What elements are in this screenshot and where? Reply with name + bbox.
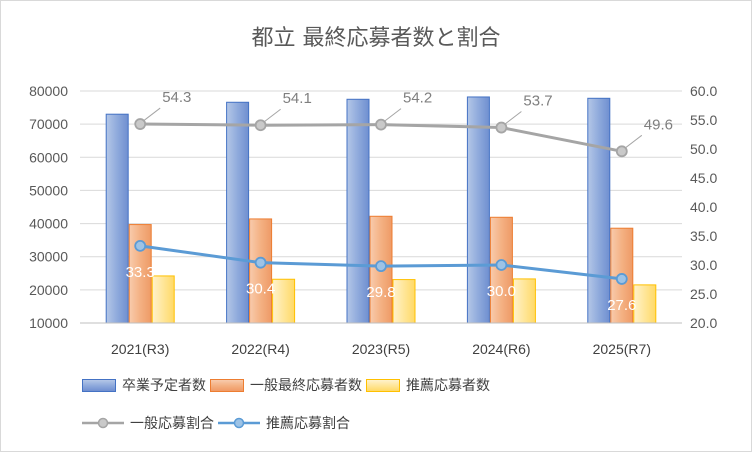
legend-row-2: 一般応募割合 推薦応募割合 [82, 410, 682, 436]
y-right-tick-label: 60.0 [690, 83, 717, 99]
legend-swatch-graduates [82, 378, 116, 392]
general-ratio-data-label: 54.1 [283, 90, 312, 107]
general-ratio-point [615, 145, 628, 158]
y-left-tick-label: 70000 [29, 116, 68, 132]
legend-item-recommend-applicants: 推薦応募者数 [366, 375, 490, 395]
bar-recommend-applicants [512, 278, 536, 324]
legend-label-graduates: 卒業予定者数 [122, 378, 206, 394]
bar-graduates [105, 113, 129, 324]
legend-swatch-general-ratio [82, 417, 124, 429]
recommend-ratio-point [134, 239, 147, 252]
recommend-ratio-point [615, 273, 628, 285]
y-left-tick-label: 80000 [29, 83, 68, 99]
lines-layer [134, 118, 628, 285]
legend-item-general-applicants: 一般最終応募者数 [210, 375, 362, 395]
general-ratio-data-label: 53.7 [523, 93, 552, 110]
general-ratio-leader [142, 107, 161, 122]
y-left-tick-label: 30000 [29, 249, 68, 265]
bar-general-applicants [249, 218, 273, 324]
x-tick-label: 2024(R6) [472, 341, 530, 357]
y-right-tick-label: 35.0 [690, 228, 717, 244]
recommend-ratio-data-label: 27.6 [607, 297, 636, 314]
labels-layer: 54.3 54.1 54.2 53.7 49.6 33.3 30.4 29.8 30.0 27.6 [126, 89, 673, 314]
chart-title: 都立 最終応募者数と割合 [251, 26, 501, 51]
general-ratio-point [495, 121, 508, 134]
legend-row-1: 卒業予定者数 一般最終応募者数 推薦応募者数 [82, 372, 682, 398]
bar-recommend-applicants [272, 278, 296, 324]
y-right-tick-label: 30.0 [690, 257, 717, 273]
general-ratio-data-label: 54.3 [162, 89, 191, 106]
legend-label-recommend-applicants: 推薦応募者数 [406, 378, 490, 394]
recommend-ratio-data-label: 29.8 [366, 284, 395, 301]
bar-recommend-applicants [392, 279, 416, 324]
bar-graduates [587, 97, 611, 324]
y-right-tick-label: 50.0 [690, 141, 717, 157]
y-right-tick-label: 20.0 [690, 315, 717, 331]
x-tick-label: 2022(R4) [231, 341, 289, 357]
general-ratio-leader [624, 134, 643, 149]
general-ratio-leader [263, 108, 281, 123]
y-right-tick-label: 45.0 [690, 170, 717, 186]
y-left-tick-label: 50000 [29, 182, 68, 198]
recommend-ratio-point [254, 256, 267, 269]
legend-item-recommend-ratio: 推薦応募割合 [218, 413, 350, 433]
legend-swatch-general-applicants [210, 378, 244, 392]
general-ratio-point [254, 119, 267, 132]
x-tick-label: 2025(R7) [593, 341, 651, 357]
legend: 卒業予定者数 一般最終応募者数 推薦応募者数 一般応募割合 推薦応募割合 [82, 372, 682, 448]
general-ratio-point [134, 118, 147, 130]
general-ratio-point [375, 118, 387, 131]
recommend-ratio-point [495, 259, 508, 271]
bar-recommend-applicants [633, 284, 657, 324]
recommend-ratio-point [375, 260, 387, 273]
recommend-ratio-data-label: 33.3 [126, 264, 155, 281]
recommend-ratio-data-label: 30.0 [487, 283, 516, 300]
legend-swatch-recommend-ratio [218, 417, 260, 429]
y-right-tick-label: 40.0 [690, 199, 717, 215]
legend-label-recommend-ratio: 推薦応募割合 [266, 416, 350, 432]
axis-layer: 80000 70000 60000 50000 40000 30000 20000 10000… [29, 83, 717, 357]
x-tick-label: 2021(R3) [111, 341, 169, 357]
y-left-tick-label: 40000 [29, 216, 68, 232]
y-right-tick-label: 25.0 [690, 286, 717, 302]
general-ratio-leader [383, 108, 402, 123]
x-tick-label: 2023(R5) [352, 341, 410, 357]
y-left-tick-label: 10000 [29, 315, 68, 331]
y-right-tick-label: 55.0 [690, 112, 717, 128]
legend-label-general-applicants: 一般最終応募者数 [250, 378, 362, 394]
y-left-tick-label: 60000 [29, 149, 68, 165]
y-left-tick-label: 20000 [29, 282, 68, 298]
legend-label-general-ratio: 一般応募割合 [130, 416, 214, 432]
general-ratio-data-label: 54.2 [403, 90, 432, 107]
general-ratio-leader [504, 111, 522, 125]
bar-recommend-applicants [151, 275, 175, 324]
legend-item-general-ratio: 一般応募割合 [82, 413, 214, 433]
legend-swatch-recommend-applicants [366, 378, 400, 392]
general-ratio-data-label: 49.6 [644, 116, 673, 133]
recommend-ratio-data-label: 30.4 [246, 281, 275, 298]
legend-item-graduates: 卒業予定者数 [82, 375, 206, 395]
